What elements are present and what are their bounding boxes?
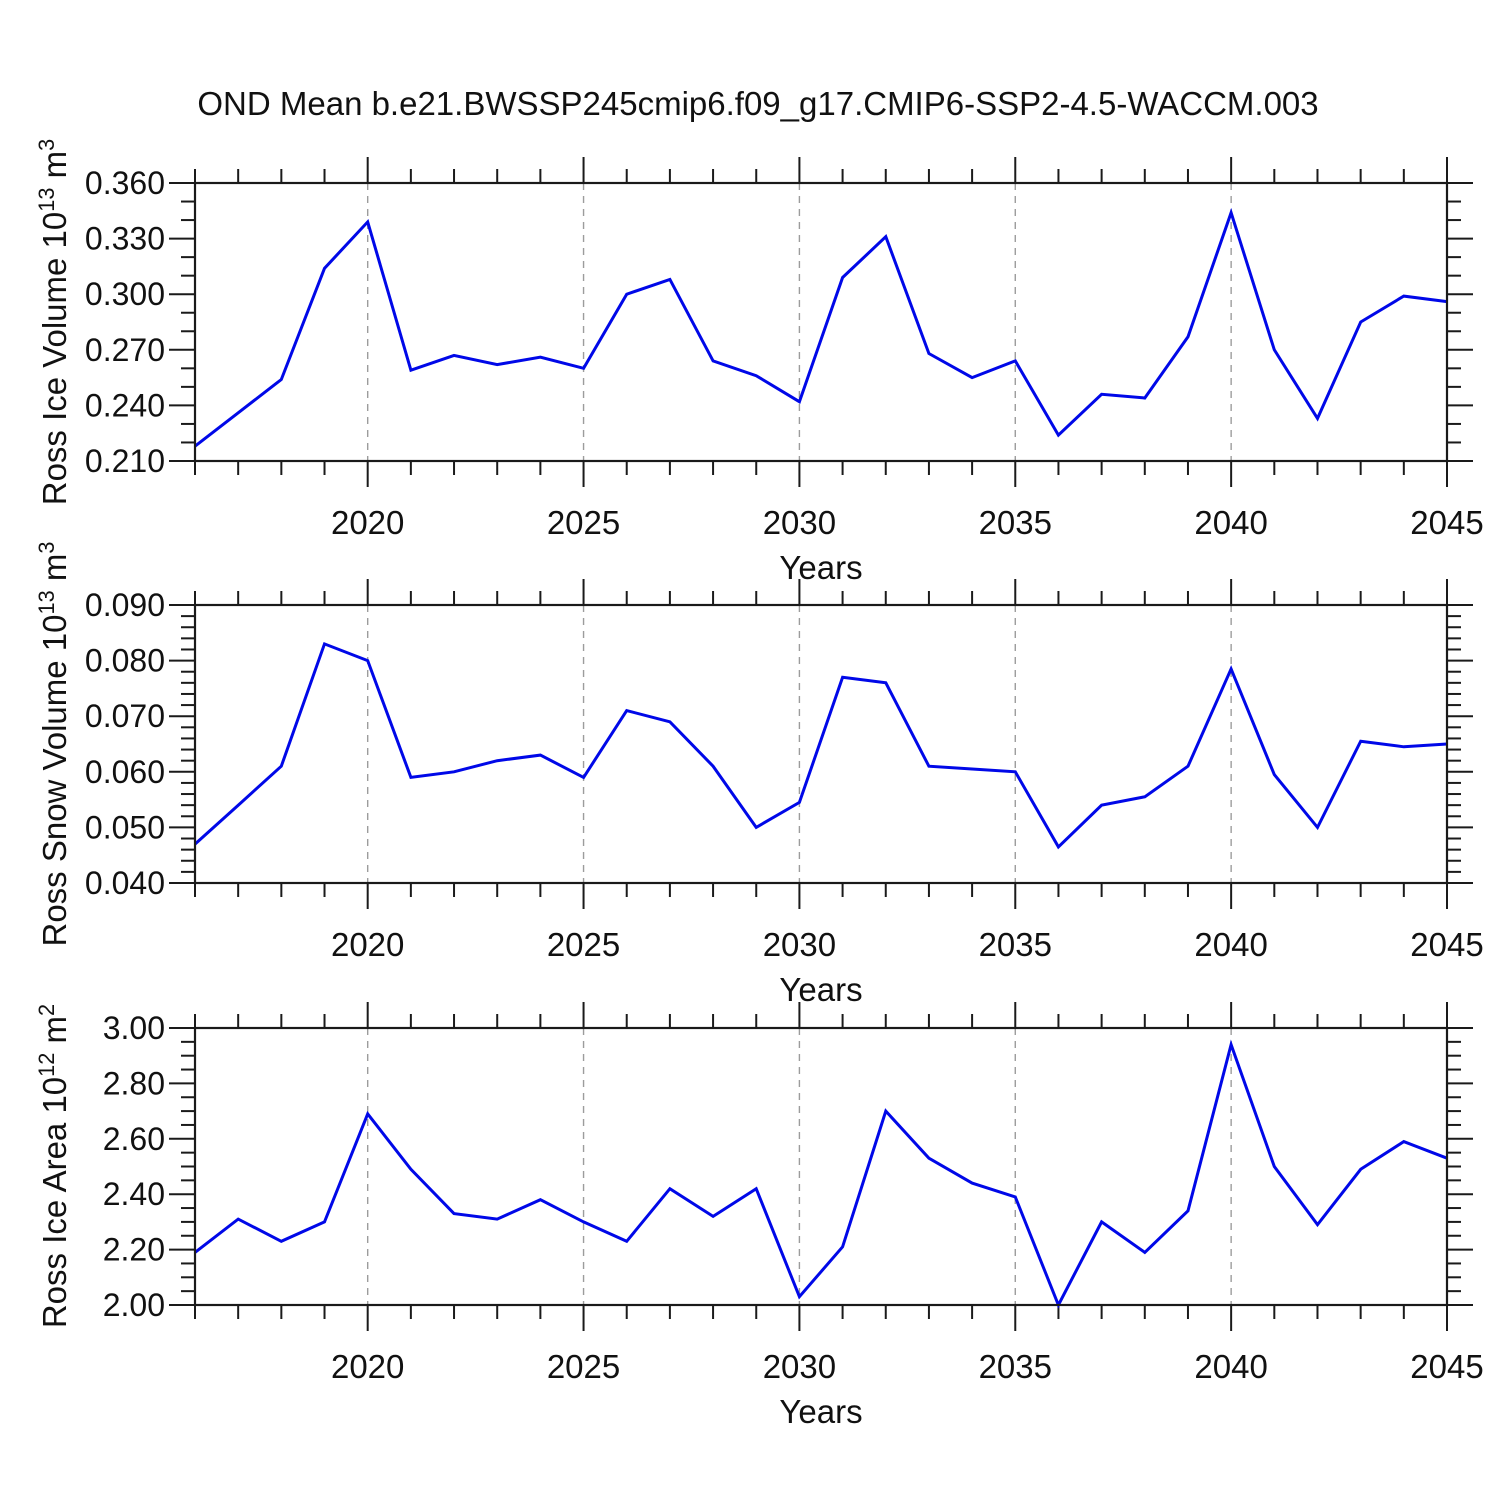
y-axis-title-unit: m	[36, 150, 73, 188]
plot-frame	[193, 603, 1449, 885]
y-axis-title-unit: m	[36, 1015, 73, 1053]
y-axis-title-exponent: 13	[34, 590, 59, 615]
x-tick-label: 2035	[979, 926, 1052, 963]
data-line-ross-snow-volume	[193, 641, 1448, 850]
y-axis-title-snow-volume: Ross Snow Volume 1013 m3	[34, 541, 74, 946]
x-tick-label: 2020	[331, 926, 404, 963]
x-tick-label: 2025	[547, 1348, 620, 1385]
y-tick-label: 0.050	[85, 809, 165, 845]
y-axis-title-unit-exponent: 2	[34, 1003, 59, 1016]
chart-title: OND Mean b.e21.BWSSP245cmip6.f09_g17.CMI…	[197, 85, 1319, 122]
data-line-ross-ice-area	[194, 1039, 1448, 1309]
y-axis-title-exponent: 13	[34, 187, 59, 212]
y-axis-title-unit: m	[36, 553, 73, 591]
x-tick-label: 2045	[1410, 926, 1483, 963]
plot-frame	[193, 1026, 1449, 1307]
y-tick-label: 0.080	[85, 643, 165, 679]
y-tick-label: 3.00	[103, 1010, 165, 1046]
x-tick-label: 2035	[979, 504, 1052, 541]
x-tick-label: 2045	[1410, 504, 1483, 541]
y-tick-label: 2.20	[103, 1232, 165, 1268]
y-tick-label: 0.210	[85, 443, 165, 479]
y-tick-label: 0.070	[85, 698, 165, 734]
y-tick-label: 0.330	[85, 221, 165, 257]
x-tick-label: 2020	[331, 504, 404, 541]
y-axis-title-exponent: 12	[34, 1052, 59, 1077]
plot-frame	[193, 181, 1449, 463]
y-tick-label: 0.060	[85, 754, 165, 790]
y-tick-label: 2.60	[103, 1121, 165, 1157]
x-tick-label: 2025	[547, 926, 620, 963]
y-axis-title-ice-area: Ross Ice Area 1012 m2	[34, 1004, 74, 1328]
y-tick-label: 0.240	[85, 387, 165, 423]
y-tick-label: 2.40	[103, 1176, 165, 1212]
x-tick-label: 2025	[547, 504, 620, 541]
x-axis-title-panel-3: Years	[779, 1393, 863, 1430]
y-tick-label: 0.360	[85, 165, 165, 201]
y-axis-title-ice-volume: Ross Ice Volume 1013 m3	[34, 139, 74, 506]
y-axis-title-text: Ross Ice Volume 10	[36, 211, 73, 506]
x-tick-label: 2040	[1194, 504, 1267, 541]
y-tick-label: 0.270	[85, 332, 165, 368]
data-line-ross-ice-volume	[194, 207, 1448, 448]
y-axis-title-unit-exponent: 3	[34, 541, 59, 554]
y-tick-label: 2.00	[103, 1287, 165, 1323]
x-axis-title-panel-2: Years	[779, 971, 863, 1008]
x-axis-title-panel-1: Years	[779, 549, 863, 586]
x-tick-label: 2045	[1410, 1348, 1483, 1385]
x-tick-label: 2020	[331, 1348, 404, 1385]
y-axis-title-unit-exponent: 3	[34, 138, 59, 151]
x-tick-label: 2040	[1194, 926, 1267, 963]
y-tick-label: 0.040	[85, 865, 165, 901]
x-tick-label: 2035	[979, 1348, 1052, 1385]
y-tick-label: 2.80	[103, 1065, 165, 1101]
x-tick-label: 2040	[1194, 1348, 1267, 1385]
y-tick-label: 0.090	[85, 587, 165, 623]
x-tick-label: 2030	[763, 1348, 836, 1385]
y-tick-label: 0.300	[85, 276, 165, 312]
y-axis-title-text: Ross Snow Volume 10	[36, 614, 73, 947]
x-tick-label: 2030	[763, 926, 836, 963]
y-axis-title-text: Ross Ice Area 10	[36, 1076, 73, 1329]
x-tick-label: 2030	[763, 504, 836, 541]
